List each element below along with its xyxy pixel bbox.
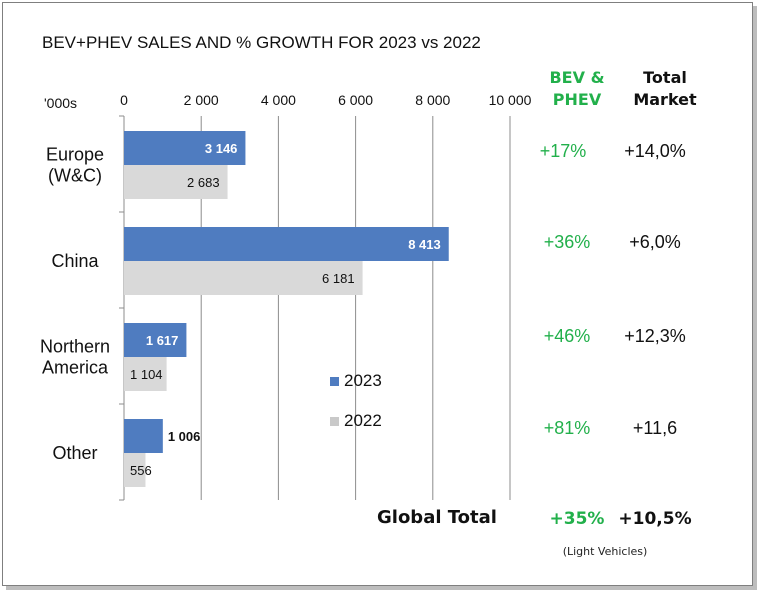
- chart-title: BEV+PHEV SALES AND % GROWTH FOR 2023 vs …: [42, 33, 481, 52]
- bev-growth-northern-america: +46%: [543, 326, 591, 346]
- legend-label-2023: 2023: [344, 371, 382, 390]
- market-growth-other: +11,6: [632, 418, 678, 438]
- category-label: America: [42, 358, 109, 378]
- data-label-2022: 6 181: [322, 271, 355, 286]
- x-tick-label: 8 000: [415, 92, 450, 108]
- global-total-label: Global Total: [377, 507, 497, 528]
- bar-2023: [124, 419, 163, 453]
- category-label: (W&C): [48, 166, 102, 186]
- x-tick-label: 0: [120, 92, 128, 108]
- bar-2022: [124, 261, 363, 295]
- data-label-2022: 556: [130, 463, 152, 478]
- bev-phev-header-text: BEV & PHEV: [549, 68, 605, 109]
- bar-2022: [124, 453, 146, 487]
- market-growth-northern-america: +12,3%: [624, 326, 686, 346]
- x-tick-label: 10 000: [489, 92, 532, 108]
- global-market-growth: +10,5%: [618, 509, 692, 529]
- bar-2023: [124, 323, 187, 357]
- legend-swatch-2022: [330, 417, 339, 426]
- category-label: Northern: [40, 337, 110, 357]
- bev-phev-header: BEV & PHEV: [532, 67, 622, 111]
- market-growth-europe: +14,0%: [624, 141, 686, 161]
- footnote: (Light Vehicles): [562, 545, 648, 558]
- legend-swatch-2023: [330, 377, 339, 386]
- total-market-header: Total Market: [615, 67, 715, 111]
- x-tick-label: 4 000: [261, 92, 296, 108]
- bev-growth-china: +36%: [543, 232, 591, 252]
- global-bev-growth: +35%: [549, 509, 605, 529]
- data-label-2023: 8 413: [408, 237, 441, 252]
- data-label-2023: 1 617: [146, 333, 179, 348]
- bar-2023: [124, 131, 246, 165]
- data-label-2023: 3 146: [205, 141, 238, 156]
- category-label: Europe: [46, 145, 104, 165]
- data-label-2022: 2 683: [187, 175, 220, 190]
- data-label-2023: 1 006: [168, 429, 201, 444]
- total-market-header-text: Total Market: [633, 68, 697, 109]
- market-growth-china: +6,0%: [629, 232, 681, 252]
- bar-2023: [124, 227, 449, 261]
- legend-label-2022: 2022: [344, 411, 382, 430]
- category-label: Other: [52, 443, 97, 463]
- category-label: China: [51, 251, 99, 271]
- bar-2022: [124, 165, 228, 199]
- x-tick-label: 6 000: [338, 92, 373, 108]
- bev-growth-europe: +17%: [539, 141, 587, 161]
- data-label-2022: 1 104: [130, 367, 163, 382]
- bev-growth-other: +81%: [543, 418, 591, 438]
- unit-label: '000s: [44, 95, 78, 111]
- x-tick-label: 2 000: [184, 92, 219, 108]
- bar-2022: [124, 357, 167, 391]
